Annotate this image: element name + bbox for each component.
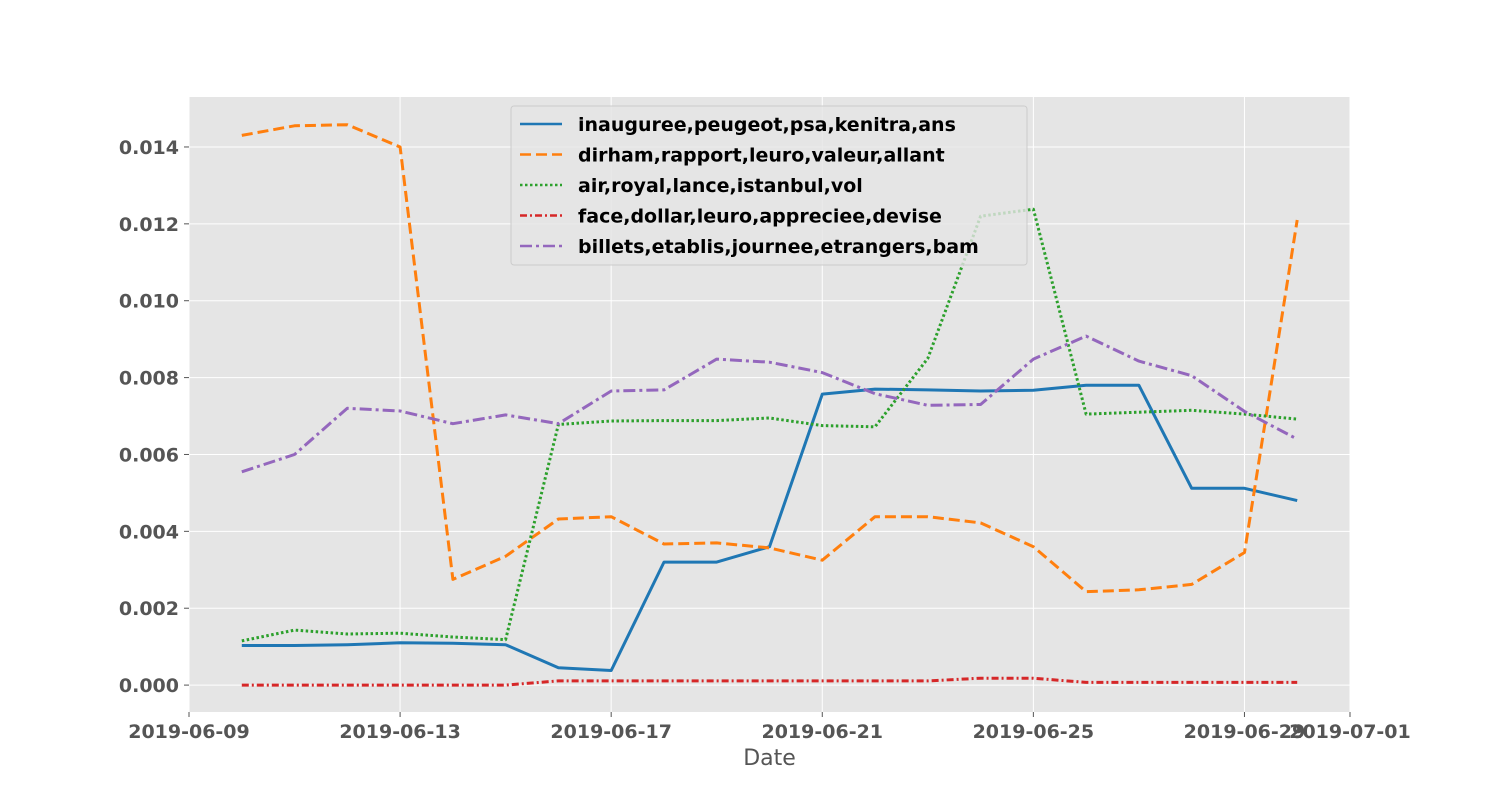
series-line [241,123,1299,594]
legend-label: billets,etablis,journee,etrangers,bam [578,236,979,258]
legend-label: face,dollar,leuro,appreciee,devise [578,206,942,228]
y-tick-label: 0.012 [119,214,179,236]
y-tick-label: 0.008 [119,368,179,390]
x-tick-label: 2019-06-29 [1184,721,1306,743]
legend-label: dirham,rapport,leuro,valeur,allant [578,145,945,167]
series-line [241,383,1298,672]
series-line [241,334,1298,474]
x-axis-title: Date [743,746,796,771]
x-tick-label: 2019-06-25 [973,721,1095,743]
series-lines [241,123,1299,687]
y-tick-label: 0.010 [119,291,179,313]
legend-box [510,105,1028,266]
legend-label: air,royal,lance,istanbul,vol [578,175,863,197]
series-line [241,207,1298,643]
y-tick-label: 0.014 [119,137,179,159]
x-tick-label: 2019-06-13 [339,721,461,743]
x-tick-label: 2019-06-09 [128,721,250,743]
legend: inauguree,peugeot,psa,kenitra,ans dirham,… [510,105,1028,266]
x-tick-label: 2019-07-01 [1289,721,1411,743]
legend-label: inauguree,peugeot,psa,kenitra,ans [578,114,956,136]
y-tick-label: 0.000 [119,675,179,697]
y-tick-label: 0.002 [119,598,179,620]
axes: 2019-06-09 2019-06-13 2019-06-17 2019-06-21… [119,137,1411,743]
x-tick-label: 2019-06-17 [550,721,672,743]
x-tick-label: 2019-06-21 [761,721,883,743]
y-tick-label: 0.004 [119,521,179,543]
y-tick-label: 0.006 [119,444,179,466]
series-line [241,676,1298,687]
